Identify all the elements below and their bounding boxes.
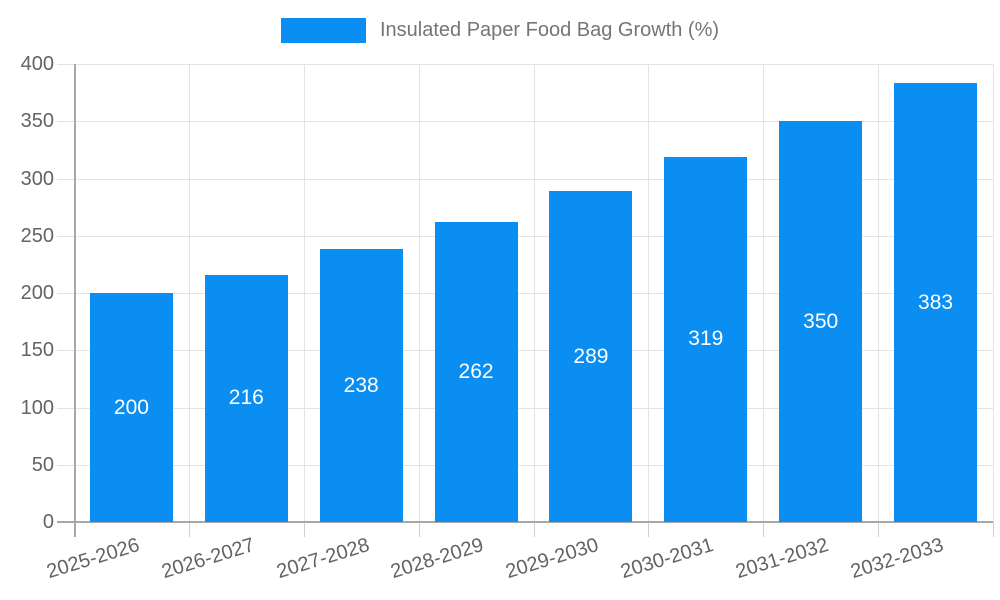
x-axis-category-label: 2025-2026 [43,534,142,584]
bar-2028-2029[interactable]: 262 [434,222,518,522]
bar-value-label: 383 [918,290,954,314]
y-axis-tick-label: 400 [20,53,54,75]
bar-2029-2030[interactable]: 289 [549,191,633,522]
bar-value-label: 319 [688,327,724,351]
bar-value-label: 289 [573,344,609,368]
gridline-horizontal [57,64,993,65]
y-axis-tick-label: 300 [20,167,54,190]
gridline-horizontal [57,464,993,466]
gridline-horizontal [57,407,993,409]
y-axis-tick-label: 50 [31,453,54,476]
x-axis-tick [763,522,765,537]
y-axis-tick-label: 200 [20,282,54,304]
legend-swatch-icon [280,18,366,43]
x-axis-tick [533,522,535,537]
gridline-horizontal [57,293,993,294]
x-axis-category-label: 2026-2027 [158,534,257,584]
bar-2025-2026[interactable]: 200 [89,293,173,522]
y-axis-line [74,64,76,537]
bar-value-label: 200 [113,395,149,419]
gridline-vertical [878,64,880,522]
y-axis-tick-label: 150 [20,339,54,362]
gridline-vertical [303,64,305,522]
gridline-horizontal [57,235,993,237]
x-axis-tick [648,522,650,537]
x-axis-category-label: 2032-2033 [848,534,946,584]
y-axis-tick-label: 250 [20,224,54,247]
bar-value-label: 262 [458,359,494,383]
gridline-vertical [993,64,994,522]
bar-value-label: 350 [803,309,839,333]
x-axis-tick [418,522,420,537]
gridline-horizontal [57,121,993,123]
x-axis-category-label: 2031-2032 [733,534,832,584]
x-axis-tick [993,522,994,537]
bar-2026-2027[interactable]: 216 [204,274,288,522]
x-axis-tick [303,522,305,537]
gridline-vertical [188,64,190,522]
y-axis-tick-label: 350 [20,110,54,133]
bar-value-label: 238 [343,373,379,397]
bar-2030-2031[interactable]: 319 [664,156,748,522]
gridline-vertical [648,64,650,522]
x-axis-category-label: 2030-2031 [618,534,717,584]
bar-2027-2028[interactable]: 238 [319,249,403,522]
bar-2032-2033[interactable]: 383 [894,83,978,522]
gridline-vertical [533,64,535,522]
x-axis-category-label: 2027-2028 [273,534,372,584]
gridline-vertical [418,64,420,522]
y-axis-tick-label: 0 [42,511,54,533]
gridline-vertical [763,64,765,522]
x-axis-category-label: 2028-2029 [388,534,487,584]
gridline-horizontal [57,350,993,352]
x-axis-line [57,521,993,523]
gridline-horizontal [57,178,993,180]
legend-series-label: Insulated Paper Food Bag Growth (%) [379,19,720,41]
x-axis-category-label: 2029-2030 [503,534,602,584]
legend[interactable]: Insulated Paper Food Bag Growth (%) [0,18,1000,43]
bar-2031-2032[interactable]: 350 [779,121,863,522]
bar-value-label: 216 [228,386,264,410]
y-axis-tick-label: 100 [20,396,54,419]
x-axis-tick [188,522,190,537]
x-axis-tick [878,522,880,537]
